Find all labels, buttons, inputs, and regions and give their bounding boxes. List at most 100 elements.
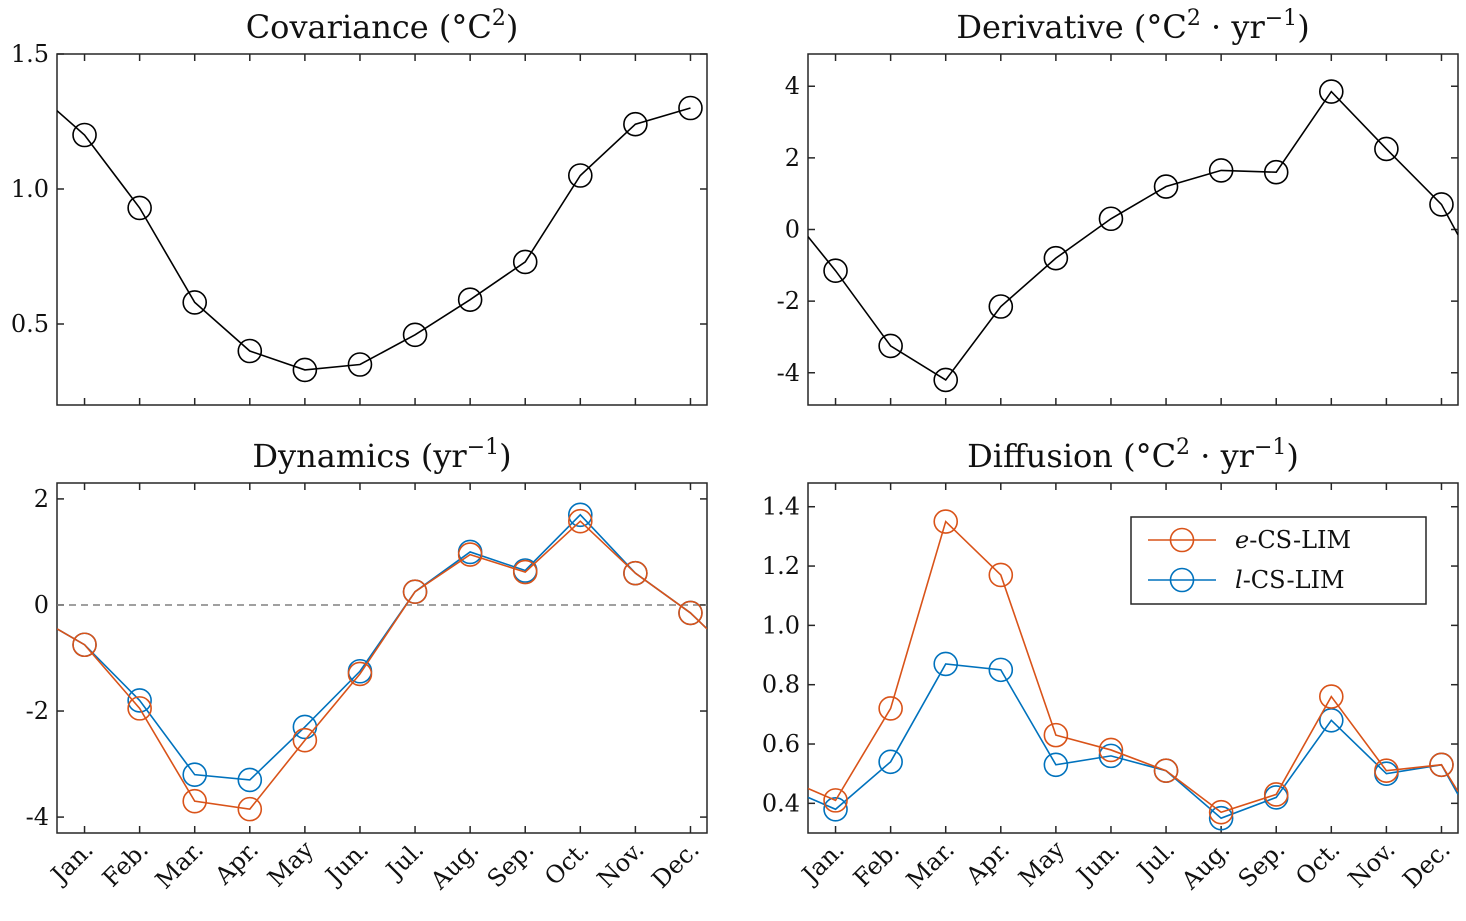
data-point-l-CS-LIM-Jun.	[1098, 743, 1124, 769]
data-point-e-CS-LIM-Mar.	[182, 788, 208, 814]
y-tick-label: 0.6	[762, 730, 800, 758]
y-tick-label: -4	[777, 359, 800, 387]
chart-title: Diffusion (°C2 · yr−1)	[967, 435, 1299, 475]
data-point-derivative-Sep.	[1263, 159, 1289, 185]
x-tick-label: Jan.	[795, 835, 850, 890]
data-point-e-CS-LIM-Jan.	[823, 788, 848, 813]
legend-marker	[1169, 567, 1195, 593]
y-tick-label: 2	[785, 144, 800, 172]
diffusion-panel: 0.4 0.6 0.8 1.0 1.2 1.4 Jan.Feb.Mar. Apr.May Jun…	[762, 435, 1459, 895]
data-point-l-CS-LIM-Mar.	[933, 651, 959, 677]
legend: e-CS-LIM l-CS-LIM	[1130, 516, 1427, 605]
axes-box	[56, 482, 708, 834]
data-point-l-CS-LIM-Feb.	[878, 749, 903, 775]
data-point-derivative-Nov.	[1374, 136, 1399, 162]
data-point-e-CS-LIM-Jun.	[347, 661, 373, 687]
data-point-derivative-Jul.	[1153, 174, 1179, 199]
data-point-e-CS-LIM-Jan.	[72, 632, 97, 658]
data-point-e-CS-LIM-Feb.	[878, 696, 903, 721]
title-superscript: 2	[1176, 435, 1190, 460]
data-point-covariance-Dec.	[678, 95, 703, 121]
legend-marker	[1169, 527, 1195, 553]
title-end: )	[1297, 8, 1309, 46]
series-line-derivative	[808, 90, 1458, 381]
x-tick-label: Sep.	[1233, 835, 1291, 893]
data-point-covariance-Oct.	[568, 163, 593, 188]
x-tick-label: Jan.	[44, 835, 99, 890]
x-tick-label: Jul.	[1130, 835, 1180, 885]
data-point-derivative-Jan.	[823, 258, 848, 283]
x-tick-label: Mar.	[901, 835, 960, 894]
x-tick-label: Jun.	[1069, 835, 1125, 891]
data-point-covariance-Feb.	[127, 195, 152, 221]
data-point-derivative-Oct.	[1319, 79, 1344, 104]
x-tick-label: Feb.	[97, 835, 154, 892]
data-point-e-CS-LIM-Nov.	[623, 560, 648, 586]
series-line-e-CS-LIM	[808, 520, 1458, 814]
x-tick-label: May	[262, 835, 319, 892]
y-tick-label: 0.5	[11, 310, 49, 338]
data-point-l-CS-LIM-Apr.	[988, 657, 1014, 683]
y-tick-label: 0	[785, 216, 800, 244]
data-point-e-CS-LIM-Jul.	[402, 579, 428, 605]
x-tick-label: Mar.	[150, 835, 209, 894]
dynamics-panel: -4 -2 0 2 Jan.Feb.Mar. Apr.May Jun. Jul.Aug.Sep…	[26, 435, 708, 895]
data-point-covariance-Sep.	[512, 249, 538, 275]
series-line-e-CS-LIM	[57, 520, 707, 810]
x-tick-label: Aug.	[1175, 835, 1235, 895]
data-point-e-CS-LIM-Oct.	[1319, 684, 1344, 709]
x-tick-label: May	[1013, 835, 1070, 892]
y-tick-label: 1.4	[762, 493, 800, 521]
x-tick-label: Apr.	[209, 835, 264, 890]
legend-box	[1130, 516, 1427, 605]
axes-box	[807, 482, 1459, 834]
y-tick-label: -4	[26, 803, 49, 831]
data-point-derivative-Dec.	[1429, 192, 1454, 217]
x-tick-label: Aug.	[424, 835, 484, 895]
title-superscript: 2	[1187, 6, 1201, 31]
y-tick-label: -2	[777, 287, 800, 315]
title-end: )	[1286, 437, 1298, 475]
data-point-l-CS-LIM-Feb.	[127, 688, 152, 713]
x-tick-label: Sep.	[482, 835, 540, 893]
data-point-e-CS-LIM-Mar.	[933, 509, 959, 534]
y-tick-label: 1.5	[11, 40, 49, 68]
data-point-l-CS-LIM-Aug.	[1208, 805, 1234, 831]
data-point-e-CS-LIM-Apr.	[988, 562, 1014, 588]
data-point-e-CS-LIM-Aug.	[457, 542, 483, 567]
x-tick-label: Jun.	[318, 835, 374, 891]
data-point-l-CS-LIM-Oct.	[568, 502, 593, 528]
data-point-derivative-Aug.	[1208, 158, 1234, 183]
y-tick-label: 0.8	[762, 671, 800, 699]
x-tick-label: Nov.	[1343, 835, 1401, 893]
y-tick-label: 1.2	[762, 552, 800, 580]
series-line-l-CS-LIM	[808, 663, 1458, 820]
data-point-covariance-Jan.	[72, 122, 97, 148]
axes-box	[807, 53, 1459, 406]
data-point-e-CS-LIM-Nov.	[1374, 758, 1399, 784]
y-tick-label: 0.4	[762, 789, 800, 817]
x-tick-label: Nov.	[592, 835, 650, 893]
title-superscript-2: −1	[1265, 6, 1297, 31]
y-tick-label: 2	[34, 485, 49, 513]
data-point-e-CS-LIM-Dec.	[678, 600, 703, 626]
data-point-derivative-Jun.	[1098, 206, 1124, 232]
data-point-e-CS-LIM-Aug.	[1208, 799, 1234, 825]
title-main: Diffusion (°C	[967, 437, 1176, 475]
data-point-e-CS-LIM-Jul.	[1153, 758, 1179, 784]
chart-title: Derivative (°C2 · yr−1)	[956, 6, 1309, 46]
title-main: Derivative (°C	[956, 8, 1187, 46]
chart-title: Covariance (°C2)	[246, 6, 519, 46]
x-tick-label: Feb.	[848, 835, 905, 892]
series-line-covariance	[57, 107, 691, 371]
data-point-e-CS-LIM-Apr.	[237, 796, 263, 822]
data-point-covariance-Apr.	[237, 338, 263, 364]
x-tick-label: Jul.	[379, 835, 429, 885]
data-point-derivative-Feb.	[878, 333, 903, 359]
title-superscript: 2	[492, 6, 506, 31]
x-tick-label: Apr.	[960, 835, 1015, 890]
y-tick-label: 0	[34, 591, 49, 619]
data-point-l-CS-LIM-Mar.	[182, 762, 208, 787]
